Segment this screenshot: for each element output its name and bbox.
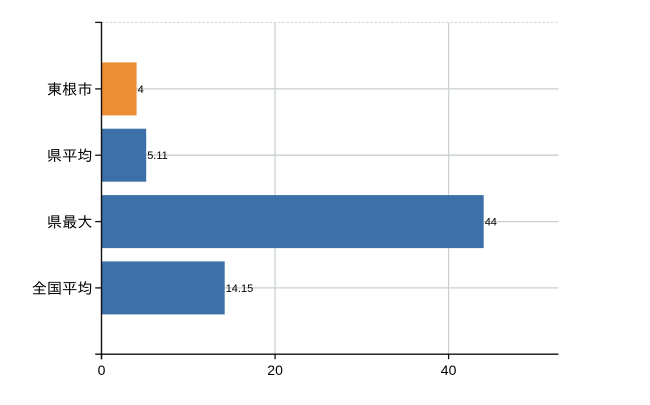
svg-text:14.15: 14.15 [226, 283, 254, 295]
svg-text:44: 44 [485, 217, 497, 229]
svg-text:4: 4 [138, 84, 144, 96]
svg-text:40: 40 [441, 362, 457, 378]
svg-text:5.11: 5.11 [147, 150, 168, 162]
svg-text:20: 20 [267, 362, 283, 378]
svg-text:0: 0 [98, 362, 106, 378]
